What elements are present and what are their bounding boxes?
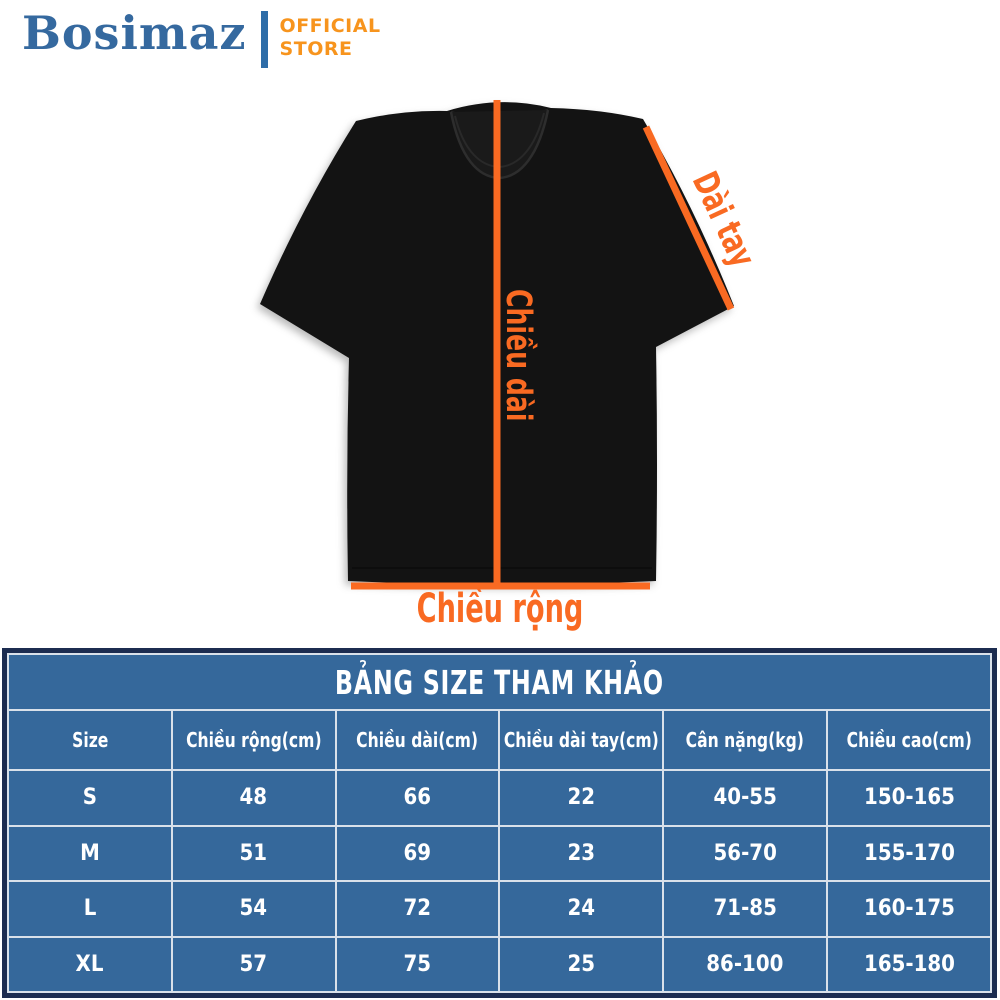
table-cell: 165-180 [828,937,990,991]
table-cell: 72 [336,882,499,936]
table-cell: 155-170 [828,826,990,880]
brand-logo-text: Bosimaz [22,6,247,60]
column-header-height: Chiều cao(cm) [828,711,990,769]
table-cell: 69 [336,826,499,880]
table-cell: 66 [336,771,499,825]
table-cell: 40-55 [664,771,827,825]
table-cell: 22 [500,771,663,825]
size-table-title: BẢNG SIZE THAM KHẢO [9,655,990,709]
length-measure-label: Chiều dài [498,289,538,422]
official-store-line2: STORE [279,38,353,61]
table-cell: 56-70 [664,826,827,880]
table-cell-size: L [9,882,171,936]
table-cell-size: M [9,826,171,880]
table-cell: 48 [172,771,335,825]
table-cell: 71-85 [664,882,827,936]
size-table: BẢNG SIZE THAM KHẢO Size Chiều rộng(cm) … [2,648,997,998]
brand-header: Bosimaz OFFICIAL STORE [22,8,381,68]
table-cell: 150-165 [828,771,990,825]
table-cell-size: S [9,771,171,825]
column-header-width: Chiều rộng(cm) [172,711,335,769]
tshirt-measurement-diagram: Chiều dài Dài tay Chiều rộng [260,100,762,633]
size-table-grid: BẢNG SIZE THAM KHẢO Size Chiều rộng(cm) … [7,653,992,993]
table-cell: 25 [500,937,663,991]
table-cell-size: XL [9,937,171,991]
table-cell: 86-100 [664,937,827,991]
official-store-label: OFFICIAL STORE [280,8,381,61]
column-header-weight: Cân nặng(kg) [664,711,827,769]
table-cell: 23 [500,826,663,880]
table-cell: 54 [172,882,335,936]
table-cell: 57 [172,937,335,991]
official-store-line1: OFFICIAL [279,15,381,37]
column-header-sleeve: Chiều dài tay(cm) [500,711,663,769]
brand-divider-bar [260,11,268,68]
table-cell: 75 [336,937,499,991]
table-cell: 51 [172,826,335,880]
table-cell: 24 [500,882,663,936]
sleeve-measure-line [642,125,735,311]
table-cell: 160-175 [828,882,990,936]
width-measure-label: Chiều rộng [417,586,584,633]
column-header-length: Chiều dài(cm) [336,711,499,769]
column-header-size: Size [9,711,171,769]
measurement-annotations: Chiều dài Dài tay Chiều rộng [351,100,762,633]
